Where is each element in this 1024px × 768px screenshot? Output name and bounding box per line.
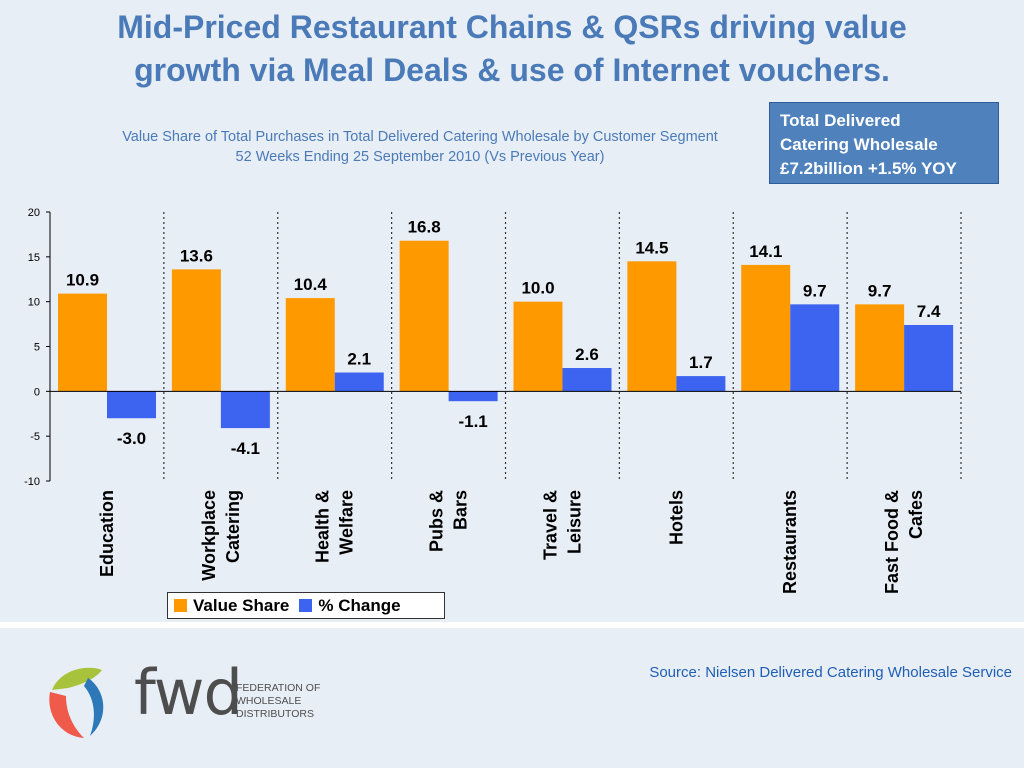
total-line-2: Catering Wholesale [780, 135, 938, 154]
bar-pct-change [220, 391, 270, 429]
y-tick-label: 20 [28, 207, 40, 219]
slide-footer-panel [0, 628, 1024, 768]
bar-value-share [513, 301, 563, 392]
y-tick-label: -10 [24, 476, 40, 488]
divider [0, 622, 1024, 628]
chart-subtitle: Value Share of Total Purchases in Total … [80, 127, 760, 167]
bar-pct-change [334, 372, 384, 392]
bar-pct-change [562, 368, 612, 392]
data-label: 1.7 [689, 353, 713, 372]
bar-pct-change [790, 304, 840, 392]
y-tick-label: 0 [34, 386, 40, 398]
category-label: Workplace [199, 490, 219, 581]
logo-line-2: WHOLESALE [236, 695, 302, 707]
total-callout-box: Total Delivered Catering Wholesale £7.2b… [769, 102, 999, 184]
bar-value-share [399, 240, 449, 392]
legend-item-value-share: Value Share [174, 596, 289, 616]
data-label: 10.9 [66, 271, 99, 290]
category-label: Welfare [337, 490, 357, 555]
bar-value-share [58, 293, 107, 392]
data-label: 2.6 [575, 345, 599, 364]
category-label: Catering [223, 490, 243, 563]
logo-line-3: DISTRIBUTORS [236, 708, 314, 720]
data-label: 9.7 [803, 281, 827, 300]
subtitle-line-1: Value Share of Total Purchases in Total … [122, 129, 718, 145]
category-label: Restaurants [780, 490, 800, 594]
bar-value-share [741, 264, 791, 392]
logo-line-1: FEDERATION OF [236, 682, 321, 694]
legend-item-pct-change: % Change [299, 595, 401, 616]
total-line-1: Total Delivered [780, 111, 901, 130]
y-tick-label: 10 [28, 297, 40, 309]
data-label: 7.4 [917, 302, 941, 321]
category-label: Leisure [564, 490, 584, 554]
page-title: Mid-Priced Restaurant Chains & QSRs driv… [40, 6, 984, 92]
bar-pct-change [676, 376, 726, 392]
fwd-logo-icon [49, 667, 104, 738]
category-label: Health & [313, 490, 333, 563]
legend-swatch-pct-change [299, 599, 313, 612]
legend-label-value-share: Value Share [193, 595, 290, 615]
bar-pct-change [448, 391, 498, 402]
bar-value-share [171, 269, 221, 392]
y-tick-label: 15 [28, 252, 40, 264]
data-label: -4.1 [231, 439, 260, 458]
bar-value-share [627, 261, 677, 392]
data-label: 9.7 [868, 281, 892, 300]
bar-chart: 20 15 10 5 0 -5 -10 10.9 -3.0 Education 13.6 -4.1 Wo… [24, 207, 962, 594]
category-label: Education [97, 490, 117, 577]
data-label: 10.4 [294, 275, 328, 294]
category-label: Cafes [906, 490, 926, 539]
data-label: -3.0 [117, 429, 146, 448]
logo-org-name: FEDERATION OF WHOLESALE DISTRIBUTORS [236, 682, 320, 721]
y-tick-label: 5 [34, 342, 40, 354]
data-label: 14.1 [749, 242, 782, 261]
y-tick-label: -5 [30, 431, 40, 443]
data-label: -1.1 [458, 412, 487, 431]
category-label: Travel & [540, 490, 560, 560]
bar-value-share [855, 304, 905, 392]
data-label: 2.1 [347, 350, 371, 369]
chart-legend: Value Share % Change [167, 592, 445, 619]
logo-wordmark: fwd [134, 656, 243, 729]
source-note: Source: Nielsen Delivered Catering Whole… [649, 664, 1012, 681]
category-label: Fast Food & [882, 490, 902, 594]
category-label: Bars [451, 490, 471, 530]
category-label: Pubs & [427, 490, 447, 552]
legend-swatch-value-share [174, 599, 187, 612]
category-label: Hotels [666, 490, 686, 545]
bar-pct-change [107, 391, 156, 419]
subtitle-line-2: 52 Weeks Ending 25 September 2010 (Vs Pr… [235, 149, 605, 165]
legend-label-pct-change: % Change [318, 595, 401, 615]
bar-value-share [285, 298, 335, 392]
title-line-2: growth via Meal Deals & use of Internet … [134, 52, 890, 88]
data-label: 13.6 [180, 246, 213, 265]
total-line-3: £7.2billion +1.5% YOY [780, 159, 957, 178]
data-label: 10.0 [521, 279, 554, 298]
data-label: 14.5 [635, 238, 668, 257]
data-label: 16.8 [408, 218, 441, 237]
bar-pct-change [904, 324, 954, 392]
title-line-1: Mid-Priced Restaurant Chains & QSRs driv… [117, 9, 907, 45]
